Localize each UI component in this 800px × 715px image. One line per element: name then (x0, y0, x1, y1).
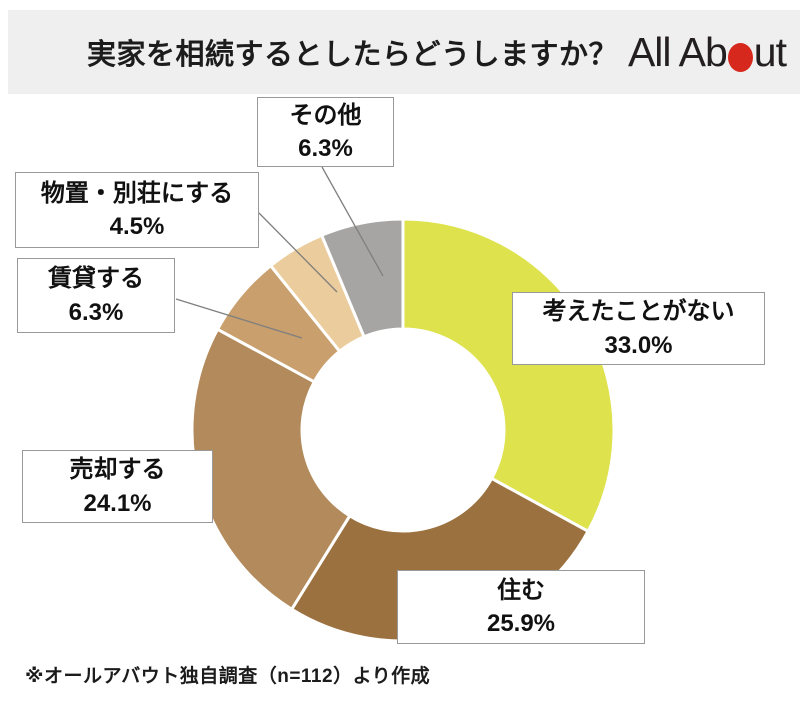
logo-text-left: All Ab (627, 28, 728, 75)
label-box-sell: 売却する 24.1% (22, 450, 213, 523)
segment-percent: 6.3% (298, 135, 353, 162)
label-box-live: 住む 25.9% (397, 570, 645, 644)
label-box-storage-villa: 物置・別荘にする 4.5% (15, 172, 259, 248)
source-note: ※オールアバウト独自調査（n=112）より作成 (25, 666, 431, 687)
label-box-never-thought: 考えたことがない 33.0% (512, 292, 765, 365)
segment-percent: 33.0% (604, 331, 673, 359)
segment-percent: 4.5% (109, 213, 165, 240)
donut-segment-5 (320, 217, 405, 339)
label-box-rent: 賃貸する 6.3% (17, 258, 175, 333)
logo-red-dot-icon (727, 42, 753, 72)
segment-percent: 6.3% (68, 298, 124, 326)
segment-label: 住む (497, 576, 545, 604)
segment-percent: 25.9% (486, 610, 556, 637)
label-box-other: その他 6.3% (257, 97, 394, 167)
donut-segment-0 (401, 217, 616, 533)
leader-storage-villa (258, 212, 338, 293)
segment-label: 売却する (69, 456, 166, 484)
all-about-logo: All Ab ut (627, 28, 787, 76)
title-bar: 実家を相続するとしたらどうしますか？ All Ab ut (8, 10, 800, 94)
segment-percent: 24.1% (83, 489, 152, 517)
leader-other (321, 166, 384, 277)
leader-rent (175, 298, 303, 339)
segment-label: 賃貸する (48, 265, 144, 293)
segment-label: 考えたことがない (542, 298, 735, 326)
page-title: 実家を相続するとしたらどうしますか？ (86, 39, 618, 71)
segment-label: その他 (289, 101, 362, 129)
donut-segment-2 (190, 327, 352, 611)
logo-text-right: ut (753, 28, 787, 75)
segment-label: 物置・別荘にする (40, 179, 234, 207)
